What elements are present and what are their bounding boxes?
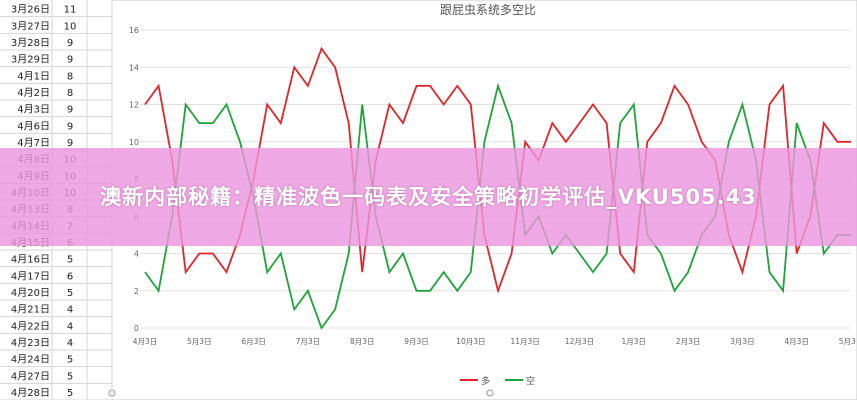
cell-date: 4月22日 (11, 320, 50, 332)
x-tick-label: 5月3日 (187, 337, 212, 346)
x-tick-label: 5月3日 (839, 337, 857, 346)
cell-date: 3月27日 (11, 20, 50, 32)
x-tick-label: 10月3日 (456, 337, 485, 346)
cell-number: 4 (67, 305, 73, 316)
cell-date: 4月23日 (11, 337, 50, 349)
cell-number: 8 (67, 88, 73, 99)
x-tick-label: 1月3日 (621, 337, 646, 346)
cell-number: 4 (67, 321, 73, 332)
x-tick-label: 7月3日 (296, 337, 321, 346)
cell-date: 3月26日 (11, 4, 50, 16)
series-line (144, 82, 851, 330)
cell-date: 4月20日 (11, 287, 50, 299)
cell-date: 4月16日 (11, 254, 50, 266)
legend-label: 多 (481, 375, 490, 387)
cell-date: 4月1日 (17, 70, 50, 82)
cell-date: 4月17日 (11, 270, 50, 282)
cell-number: 9 (67, 55, 73, 66)
cell-number: 5 (67, 355, 73, 366)
x-tick-label: 4月3日 (784, 337, 809, 346)
cell-number: 10 (64, 21, 77, 32)
cell-date: 4月28日 (11, 387, 50, 399)
cell-date: 4月3日 (17, 104, 50, 116)
cell-number: 4 (67, 338, 73, 349)
x-tick-label: 9月3日 (404, 337, 429, 346)
y-tick-label: 10 (129, 138, 139, 147)
banner: 澳新内部秘籍：精准波色一码表及安全策略初学评估_VKU505.43 (0, 148, 857, 246)
cell-number: 5 (67, 371, 73, 382)
cell-date: 4月24日 (11, 354, 50, 366)
y-tick-label: 14 (129, 63, 139, 72)
cell-date: 4月2日 (17, 87, 50, 99)
x-tick-label: 3月3日 (730, 337, 755, 346)
cell-number: 9 (67, 138, 73, 149)
banner-text: 澳新内部秘籍：精准波色一码表及安全策略初学评估_VKU505.43 (100, 185, 757, 209)
x-tick-label: 6月3日 (241, 337, 266, 346)
x-tick-label: 11月3日 (510, 337, 539, 346)
cell-number: 5 (67, 288, 73, 299)
cell-number: 9 (67, 105, 73, 116)
y-tick-label: 16 (129, 26, 139, 35)
x-tick-label: 8月3日 (350, 337, 375, 346)
cell-number: 9 (67, 38, 73, 49)
chart-title: 跟屁虫系统多空比 (440, 3, 536, 17)
y-tick-label: 4 (134, 250, 139, 259)
cell-number: 6 (67, 271, 73, 282)
cell-number: 11 (64, 5, 77, 16)
x-tick-label: 12月3日 (565, 337, 594, 346)
series-line (144, 46, 851, 294)
cell-number: 9 (67, 121, 73, 132)
y-tick-label: 12 (129, 101, 139, 110)
cell-date: 4月6日 (17, 120, 50, 132)
cell-date: 3月28日 (11, 37, 50, 49)
cell-date: 4月7日 (17, 137, 50, 149)
cell-number: 8 (67, 71, 73, 82)
cell-date: 4月21日 (11, 304, 50, 316)
cell-number: 5 (67, 255, 73, 266)
x-tick-label: 2月3日 (676, 337, 701, 346)
y-tick-label: 0 (134, 324, 139, 333)
cell-number: 5 (67, 388, 73, 399)
legend-label: 空 (526, 375, 535, 387)
x-tick-label: 4月3日 (133, 337, 158, 346)
cell-date: 3月29日 (11, 54, 50, 66)
resize-handle[interactable] (486, 389, 494, 397)
cell-date: 4月27日 (11, 370, 50, 382)
y-tick-label: 2 (134, 287, 139, 296)
